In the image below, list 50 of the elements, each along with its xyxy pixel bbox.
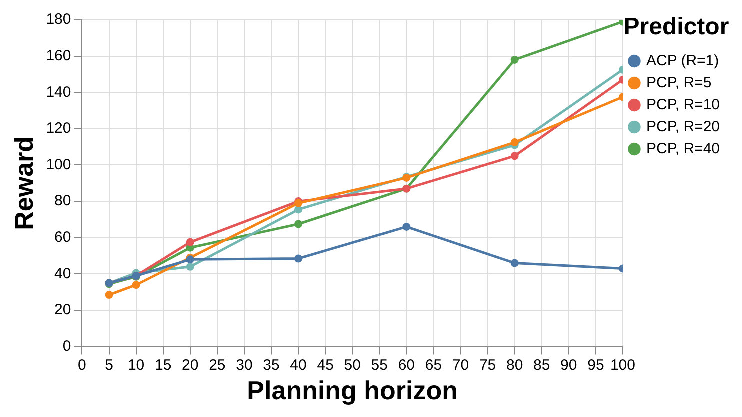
point (294, 254, 303, 263)
x-tick-label: 25 (209, 356, 226, 374)
point (510, 152, 519, 160)
x-tick-label: 20 (182, 356, 199, 374)
x-tick-label: 35 (263, 356, 280, 374)
y-tick-label: 0 (62, 338, 72, 355)
legend-label: PCP, R=20 (646, 118, 720, 136)
legend-label: PCP, R=40 (646, 140, 720, 158)
y-tick-label: 180 (46, 11, 72, 28)
legend-label: ACP (R=1) (646, 52, 720, 70)
point (294, 220, 303, 228)
y-tick-label: 20 (54, 302, 72, 319)
legend-label: PCP, R=10 (646, 96, 720, 114)
x-tick-label: 45 (317, 356, 334, 374)
x-tick-label: 85 (534, 356, 550, 374)
x-tick-label: 95 (588, 356, 604, 374)
y-tick-label: 40 (54, 265, 72, 282)
x-tick-label: 100 (610, 356, 636, 374)
x-axis-title: Planning horizon (247, 376, 458, 406)
x-tick-label: 50 (344, 356, 361, 374)
x-tick-label: 75 (479, 356, 496, 374)
point (186, 238, 194, 246)
x-tick-label: 30 (236, 356, 253, 374)
point (132, 281, 140, 290)
x-tick-label: 70 (452, 356, 470, 374)
point (510, 138, 519, 147)
y-tick-label: 80 (54, 192, 72, 210)
x-tick-label: 60 (398, 356, 416, 374)
x-tick-label: 0 (78, 356, 86, 374)
x-tick-label: 15 (154, 356, 172, 374)
y-tick-label: 120 (46, 120, 72, 138)
y-tick-label: 160 (46, 47, 72, 64)
x-tick-label: 65 (425, 356, 442, 374)
x-tick-label: 55 (371, 356, 388, 374)
x-tick-label: 90 (560, 356, 578, 374)
y-axis-title: Reward (8, 136, 39, 230)
legend-title: Predictor (624, 14, 730, 41)
y-tick-label: 100 (46, 156, 72, 174)
x-tick-label: 40 (290, 356, 307, 374)
point (186, 262, 194, 271)
x-tick-label: 10 (128, 356, 145, 374)
legend-label: PCP, R=5 (646, 74, 712, 92)
y-tick-label: 60 (54, 229, 72, 246)
y-tick-label: 140 (46, 84, 72, 101)
point (510, 259, 519, 268)
point (510, 56, 519, 64)
point (105, 291, 114, 300)
x-tick-label: 80 (506, 356, 524, 374)
point (402, 222, 411, 231)
x-tick-label: 5 (105, 356, 114, 374)
